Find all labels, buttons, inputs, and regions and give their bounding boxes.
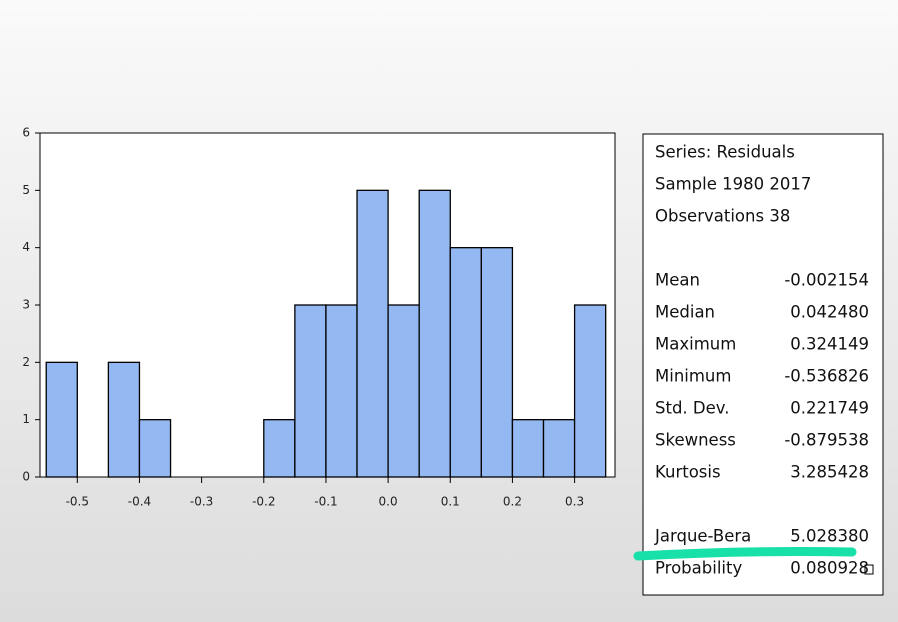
y-tick-label: 4 [22, 240, 30, 254]
highlight-stroke [633, 547, 857, 561]
stats-header: Series: Residuals [655, 143, 795, 162]
x-tick-label: 0.0 [379, 495, 398, 509]
x-tick-label: -0.3 [190, 495, 213, 509]
bar [107, 361, 141, 478]
test-value: 0.080928 [790, 559, 869, 578]
test-label: Probability [655, 559, 742, 578]
bar [294, 304, 327, 478]
stats-header: Sample 1980 2017 [655, 175, 811, 194]
y-tick-label: 0 [22, 470, 30, 484]
bar [356, 189, 389, 478]
x-tick-label: -0.1 [314, 495, 337, 509]
bar [449, 247, 483, 478]
bar [263, 419, 296, 478]
cursor-box [864, 564, 874, 575]
stat-value: 0.042480 [790, 303, 869, 322]
stat-value: 0.221749 [790, 399, 869, 418]
stats-header: Observations 38 [655, 207, 790, 226]
stat-value: 3.285428 [790, 463, 869, 482]
x-tick-label: -0.5 [66, 495, 89, 509]
stat-label: Skewness [655, 431, 736, 450]
bar [387, 304, 420, 478]
stat-value: 0.324149 [790, 335, 869, 354]
stat-label: Mean [655, 271, 700, 290]
stat-value: -0.879538 [784, 431, 869, 450]
stats-box [642, 133, 884, 596]
stat-label: Median [655, 303, 715, 322]
bar [325, 304, 358, 478]
bar [418, 189, 451, 478]
x-tick-label: 0.3 [565, 495, 584, 509]
stat-label: Minimum [655, 367, 731, 386]
x-tick-label: 0.1 [441, 495, 460, 509]
stat-label: Maximum [655, 335, 736, 354]
bar [45, 361, 78, 478]
y-tick-label: 3 [22, 298, 30, 312]
y-tick-label: 5 [22, 183, 30, 197]
y-tick-label: 1 [22, 412, 30, 426]
bar [480, 247, 514, 478]
x-tick-label: 0.2 [503, 495, 522, 509]
stat-label: Kurtosis [655, 463, 721, 482]
stat-value: -0.536826 [784, 367, 869, 386]
x-tick-label: -0.4 [128, 495, 151, 509]
y-tick-label: 2 [22, 355, 30, 369]
bar [573, 304, 607, 478]
y-tick-label: 6 [22, 126, 30, 140]
stat-value: -0.002154 [784, 271, 869, 290]
bar [511, 419, 545, 478]
test-value: 5.028380 [790, 527, 869, 546]
stat-label: Std. Dev. [655, 399, 730, 418]
test-label: Jarque-Bera [654, 527, 751, 546]
bar [138, 419, 172, 478]
bar [542, 419, 576, 478]
x-tick-label: -0.2 [252, 495, 275, 509]
